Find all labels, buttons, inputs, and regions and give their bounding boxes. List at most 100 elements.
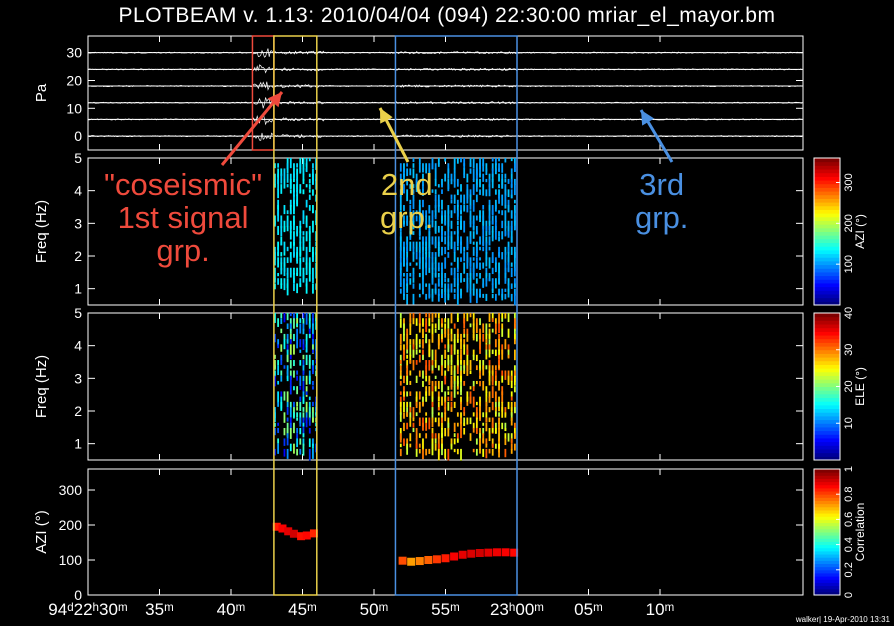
heatmap-cell-freq-azi: [299, 184, 302, 194]
annotation-coseismic-line3: grp.: [156, 233, 210, 268]
colorbar-cell-freq-ele: [814, 412, 840, 417]
heatmap-cell-freq-azi: [513, 283, 516, 288]
heatmap-cell-freq-azi: [488, 220, 491, 231]
colorbar-cell-azimuth: [814, 484, 840, 489]
colorbar-cell-azimuth: [814, 494, 840, 498]
heatmap-cell-freq-ele: [280, 401, 283, 411]
heatmap-cell-freq-azi: [308, 262, 311, 273]
colorbar-tick-label-azimuth: 0.2: [843, 562, 855, 577]
heatmap-cell-freq-ele: [302, 422, 305, 427]
heatmap-cell-freq-azi: [422, 189, 424, 196]
heatmap-cell-freq-ele: [450, 360, 453, 366]
heatmap-cell-freq-azi: [482, 173, 485, 182]
heatmap-cell-freq-azi: [507, 267, 510, 272]
heatmap-cell-freq-ele: [437, 407, 440, 411]
heatmap-cell-freq-azi: [475, 262, 478, 268]
colorbar-cell-freq-ele: [814, 419, 840, 424]
heatmap-cell-freq-ele: [409, 339, 412, 345]
colorbar-cell-freq-ele: [814, 382, 840, 387]
heatmap-cell-freq-ele: [302, 412, 305, 421]
heatmap-cell-freq-azi: [418, 262, 421, 270]
azimuth-point: [432, 555, 441, 564]
heatmap-cell-freq-azi: [472, 184, 475, 196]
heatmap-cell-freq-azi: [399, 288, 402, 294]
heatmap-cell-freq-ele: [450, 443, 453, 450]
heatmap-cell-freq-ele: [450, 354, 453, 363]
heatmap-cell-freq-azi: [437, 288, 440, 296]
heatmap-cell-freq-azi: [289, 178, 292, 190]
heatmap-cell-freq-ele: [296, 407, 299, 411]
heatmap-cell-freq-azi: [425, 293, 428, 300]
heatmap-cell-freq-azi: [441, 184, 443, 188]
heatmap-cell-freq-azi: [482, 215, 485, 226]
heatmap-cell-freq-ele: [494, 339, 497, 348]
panel-frame-azimuth: [87, 468, 804, 596]
heatmap-cell-freq-azi: [425, 220, 428, 229]
heatmap-cell-freq-ele: [409, 401, 412, 412]
heatmap-cell-freq-ele: [498, 401, 500, 407]
heatmap-cell-freq-ele: [296, 412, 299, 418]
heatmap-cell-freq-azi: [441, 178, 443, 186]
heatmap-cell-freq-azi: [403, 163, 405, 173]
heatmap-cell-freq-azi: [425, 257, 428, 268]
heatmap-cell-freq-azi: [409, 225, 412, 234]
heatmap-cell-freq-ele: [412, 313, 415, 320]
heatmap-cell-freq-azi: [425, 210, 428, 217]
heatmap-cell-freq-azi: [444, 231, 447, 236]
heatmap-cell-freq-azi: [296, 267, 299, 275]
ytick-label-freq-azi: 5: [74, 150, 82, 166]
heatmap-cell-freq-azi: [431, 267, 434, 274]
heatmap-cell-freq-azi: [494, 257, 497, 265]
heatmap-cell-freq-ele: [501, 318, 504, 322]
heatmap-cell-freq-ele: [501, 386, 504, 396]
heatmap-cell-freq-azi: [296, 168, 299, 175]
heatmap-cell-freq-ele: [491, 443, 494, 448]
heatmap-cell-freq-ele: [296, 370, 299, 375]
heatmap-cell-freq-azi: [293, 163, 295, 170]
waveform-trace: [87, 81, 803, 91]
heatmap-cell-freq-ele: [441, 396, 443, 406]
heatmap-cell-freq-ele: [274, 365, 276, 370]
heatmap-cell-freq-ele: [504, 448, 507, 458]
heatmap-cell-freq-ele: [453, 438, 456, 445]
heatmap-cell-freq-ele: [422, 339, 424, 349]
heatmap-cell-freq-ele: [274, 370, 276, 378]
heatmap-cell-freq-azi: [510, 293, 513, 302]
heatmap-cell-freq-azi: [479, 262, 481, 270]
heatmap-cell-freq-ele: [277, 360, 280, 366]
colorbar-cell-freq-ele: [814, 415, 840, 421]
heatmap-cell-freq-azi: [510, 267, 513, 278]
heatmap-cell-freq-azi: [441, 225, 443, 236]
heatmap-cell-freq-ele: [277, 443, 280, 454]
heatmap-cell-freq-ele: [289, 328, 292, 334]
heatmap-cell-freq-azi: [466, 246, 469, 251]
heatmap-cell-freq-azi: [450, 262, 453, 266]
heatmap-cell-freq-azi: [280, 225, 283, 237]
colorbar-cell-azimuth: [814, 560, 840, 564]
heatmap-cell-freq-ele: [299, 417, 302, 423]
xtick-label: 23ʰ00ᵐ: [490, 600, 544, 619]
heatmap-cell-freq-ele: [494, 427, 497, 434]
heatmap-cell-freq-azi: [453, 272, 456, 280]
heatmap-cell-freq-azi: [498, 168, 500, 172]
heatmap-cell-freq-azi: [425, 215, 428, 224]
heatmap-cell-freq-azi: [277, 225, 280, 235]
heatmap-cell-freq-azi: [463, 262, 466, 274]
heatmap-cell-freq-azi: [305, 215, 308, 225]
heatmap-cell-freq-ele: [296, 318, 299, 328]
heatmap-cell-freq-azi: [305, 168, 308, 173]
heatmap-cell-freq-ele: [399, 370, 402, 380]
colorbar-cell-azimuth: [814, 503, 840, 508]
colorbar-cell-freq-azi: [814, 290, 840, 295]
colorbar-cell-azimuth: [814, 469, 840, 473]
heatmap-cell-freq-ele: [308, 333, 311, 339]
heatmap-cell-freq-ele: [491, 391, 494, 399]
heatmap-cell-freq-azi: [280, 283, 283, 289]
heatmap-cell-freq-azi: [504, 158, 507, 163]
heatmap-cell-freq-azi: [418, 225, 421, 237]
heatmap-cell-freq-azi: [409, 278, 412, 285]
heatmap-cell-freq-azi: [501, 220, 504, 229]
heatmap-cell-freq-ele: [450, 396, 453, 400]
heatmap-cell-freq-azi: [277, 168, 280, 178]
heatmap-cell-freq-ele: [501, 422, 504, 430]
